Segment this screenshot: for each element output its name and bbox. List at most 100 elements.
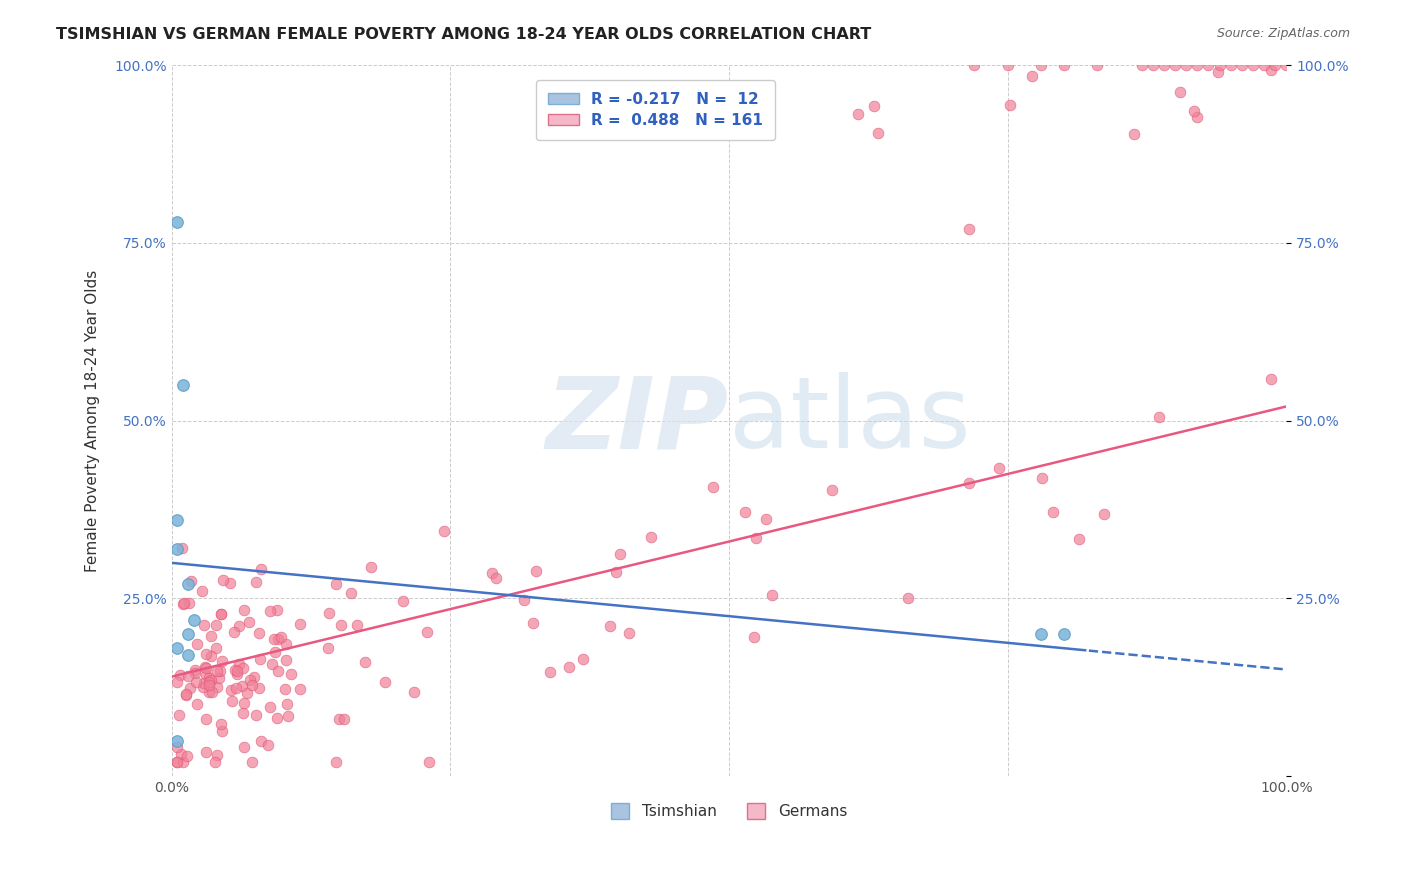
Point [221,694,243,708]
Point [276,637,298,651]
Point [169,668,191,682]
Point [318,606,340,620]
Point [897,591,920,605]
Point [1123,127,1146,141]
Point [247,681,270,695]
Point [277,709,299,723]
Point [201,685,224,699]
Point [266,603,288,617]
Point [353,655,375,669]
Point [957,221,980,235]
Point [183,613,205,627]
Point [557,660,579,674]
Point [232,661,254,675]
Point [166,755,188,769]
Point [208,664,231,678]
Point [204,618,226,632]
Text: TSIMSHIAN VS GERMAN FEMALE POVERTY AMONG 18-24 YEAR OLDS CORRELATION CHART: TSIMSHIAN VS GERMAN FEMALE POVERTY AMONG… [56,27,872,42]
Point [183,663,205,677]
Point [172,755,194,769]
Point [177,648,200,663]
Point [522,615,544,630]
Point [195,668,218,682]
Point [250,733,273,747]
Point [846,107,869,121]
Point [433,524,456,538]
Point [1275,58,1298,72]
Point [1264,58,1286,72]
Point [957,475,980,490]
Point [316,640,339,655]
Point [481,566,503,580]
Point [1208,58,1230,72]
Point [177,595,200,609]
Point [198,684,221,698]
Point [232,739,254,754]
Point [172,597,194,611]
Point [172,378,194,392]
Point [1253,58,1275,72]
Point [226,666,249,681]
Point [166,740,188,755]
Point [1185,110,1208,124]
Point [267,664,290,678]
Point [1219,58,1241,72]
Point [228,619,250,633]
Point [205,681,228,695]
Point [1130,58,1153,72]
Point [1042,505,1064,519]
Point [209,607,232,621]
Point [605,565,627,579]
Point [1175,58,1198,72]
Legend: Tsimshian, Germans: Tsimshian, Germans [605,797,853,825]
Point [179,681,201,695]
Point [176,748,198,763]
Point [200,673,222,687]
Point [862,99,884,113]
Point [266,711,288,725]
Point [987,460,1010,475]
Point [169,747,191,762]
Point [755,512,778,526]
Point [290,681,312,696]
Point [186,697,208,711]
Point [173,596,195,610]
Point [274,682,297,697]
Point [249,652,271,666]
Point [1241,58,1264,72]
Point [191,681,214,695]
Point [211,724,233,739]
Point [820,483,842,497]
Point [1052,58,1074,72]
Point [524,564,547,578]
Point [1187,58,1209,72]
Point [204,755,226,769]
Point [346,618,368,632]
Point [260,657,283,671]
Point [219,576,242,591]
Point [219,682,242,697]
Point [745,532,768,546]
Point [236,686,259,700]
Point [288,617,311,632]
Point [263,632,285,647]
Point [1230,58,1253,72]
Point [170,541,193,556]
Point [404,685,426,699]
Point [186,675,208,690]
Point [416,624,439,639]
Point [166,755,188,769]
Point [222,624,245,639]
Point [734,505,756,519]
Point [270,630,292,644]
Point [340,586,363,600]
Point [247,626,270,640]
Point [259,604,281,618]
Point [224,663,246,677]
Point [742,630,765,644]
Point [233,697,256,711]
Point [328,712,350,726]
Point [513,592,536,607]
Point [177,668,200,682]
Point [194,712,217,726]
